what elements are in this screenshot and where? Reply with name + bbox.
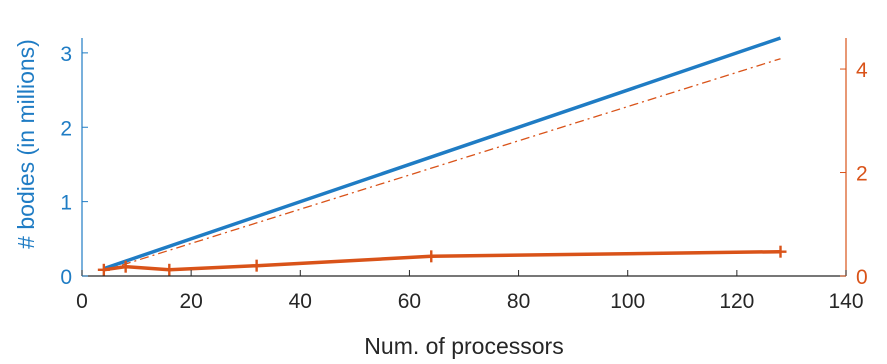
x-tick-label: 40 — [289, 290, 312, 313]
data-point-marker — [97, 263, 110, 276]
x-axis-title: Num. of processors — [364, 333, 563, 359]
y-tick-label-right: 2 — [856, 163, 868, 186]
data-point-marker — [425, 250, 438, 263]
y-tick-label-left: 1 — [60, 192, 72, 215]
y-tick-label-right: 4 — [856, 59, 868, 82]
series-line-3 — [103, 249, 781, 272]
y-axis-title: # bodies (in millions) — [13, 39, 39, 249]
x-tick-label: 20 — [179, 290, 202, 313]
x-tick-label: 140 — [828, 290, 863, 313]
series-line-1 — [103, 36, 782, 271]
x-tick-label: 0 — [76, 290, 88, 313]
series-line-2 — [103, 58, 781, 272]
y-tick-label-left: 0 — [60, 266, 72, 289]
x-tick-label: 60 — [398, 290, 421, 313]
data-point-marker — [774, 245, 787, 258]
data-point-marker — [250, 259, 263, 272]
data-point-marker — [119, 260, 132, 273]
x-tick-label: 120 — [719, 290, 754, 313]
data-point-marker — [163, 263, 176, 276]
y-tick-label-right: 0 — [856, 266, 868, 289]
x-tick-label: 100 — [610, 290, 645, 313]
y-tick-label-left: 3 — [60, 43, 72, 66]
axis-labels: Num. of processors # bodies (in millions… — [13, 39, 564, 359]
y-tick-label-left: 2 — [60, 117, 72, 140]
plot-area — [97, 36, 787, 276]
x-tick-label: 80 — [507, 290, 530, 313]
